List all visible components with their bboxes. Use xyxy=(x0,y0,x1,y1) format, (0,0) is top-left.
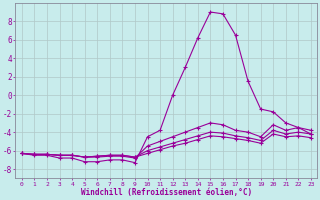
X-axis label: Windchill (Refroidissement éolien,°C): Windchill (Refroidissement éolien,°C) xyxy=(81,188,252,197)
